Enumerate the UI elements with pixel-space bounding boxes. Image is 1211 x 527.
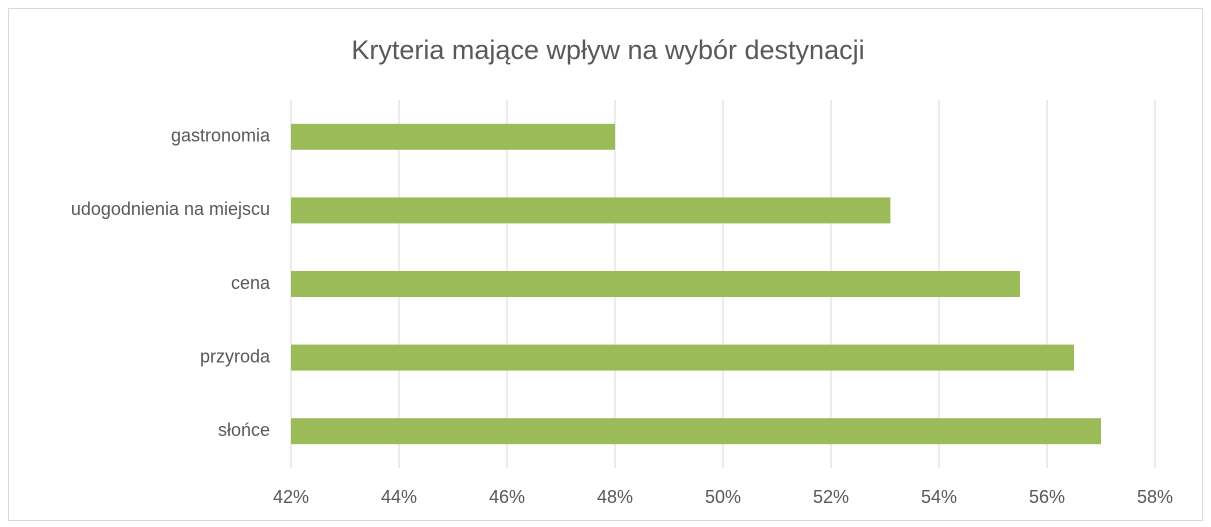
bar [291,418,1101,445]
y-tick-label: gastronomia [171,126,271,146]
bar [291,271,1020,297]
x-tick-label: 56% [1029,487,1065,507]
y-tick-label: słońce [218,420,270,440]
x-tick-label: 50% [705,487,741,507]
bar [291,344,1074,371]
bar [291,197,891,224]
bar [291,123,615,150]
x-tick-label: 48% [597,487,633,507]
chart-title: Kryteria mające wpływ na wybór destynacj… [351,35,864,65]
x-tick-label: 44% [381,487,417,507]
x-tick-label: 58% [1137,487,1173,507]
y-tick-label: udogodnienia na miejscu [71,199,270,219]
y-tick-label: przyroda [200,346,271,366]
x-tick-label: 52% [813,487,849,507]
y-tick-label: cena [231,273,271,293]
x-tick-label: 46% [489,487,525,507]
x-tick-label: 54% [921,487,957,507]
x-tick-label: 42% [273,487,309,507]
